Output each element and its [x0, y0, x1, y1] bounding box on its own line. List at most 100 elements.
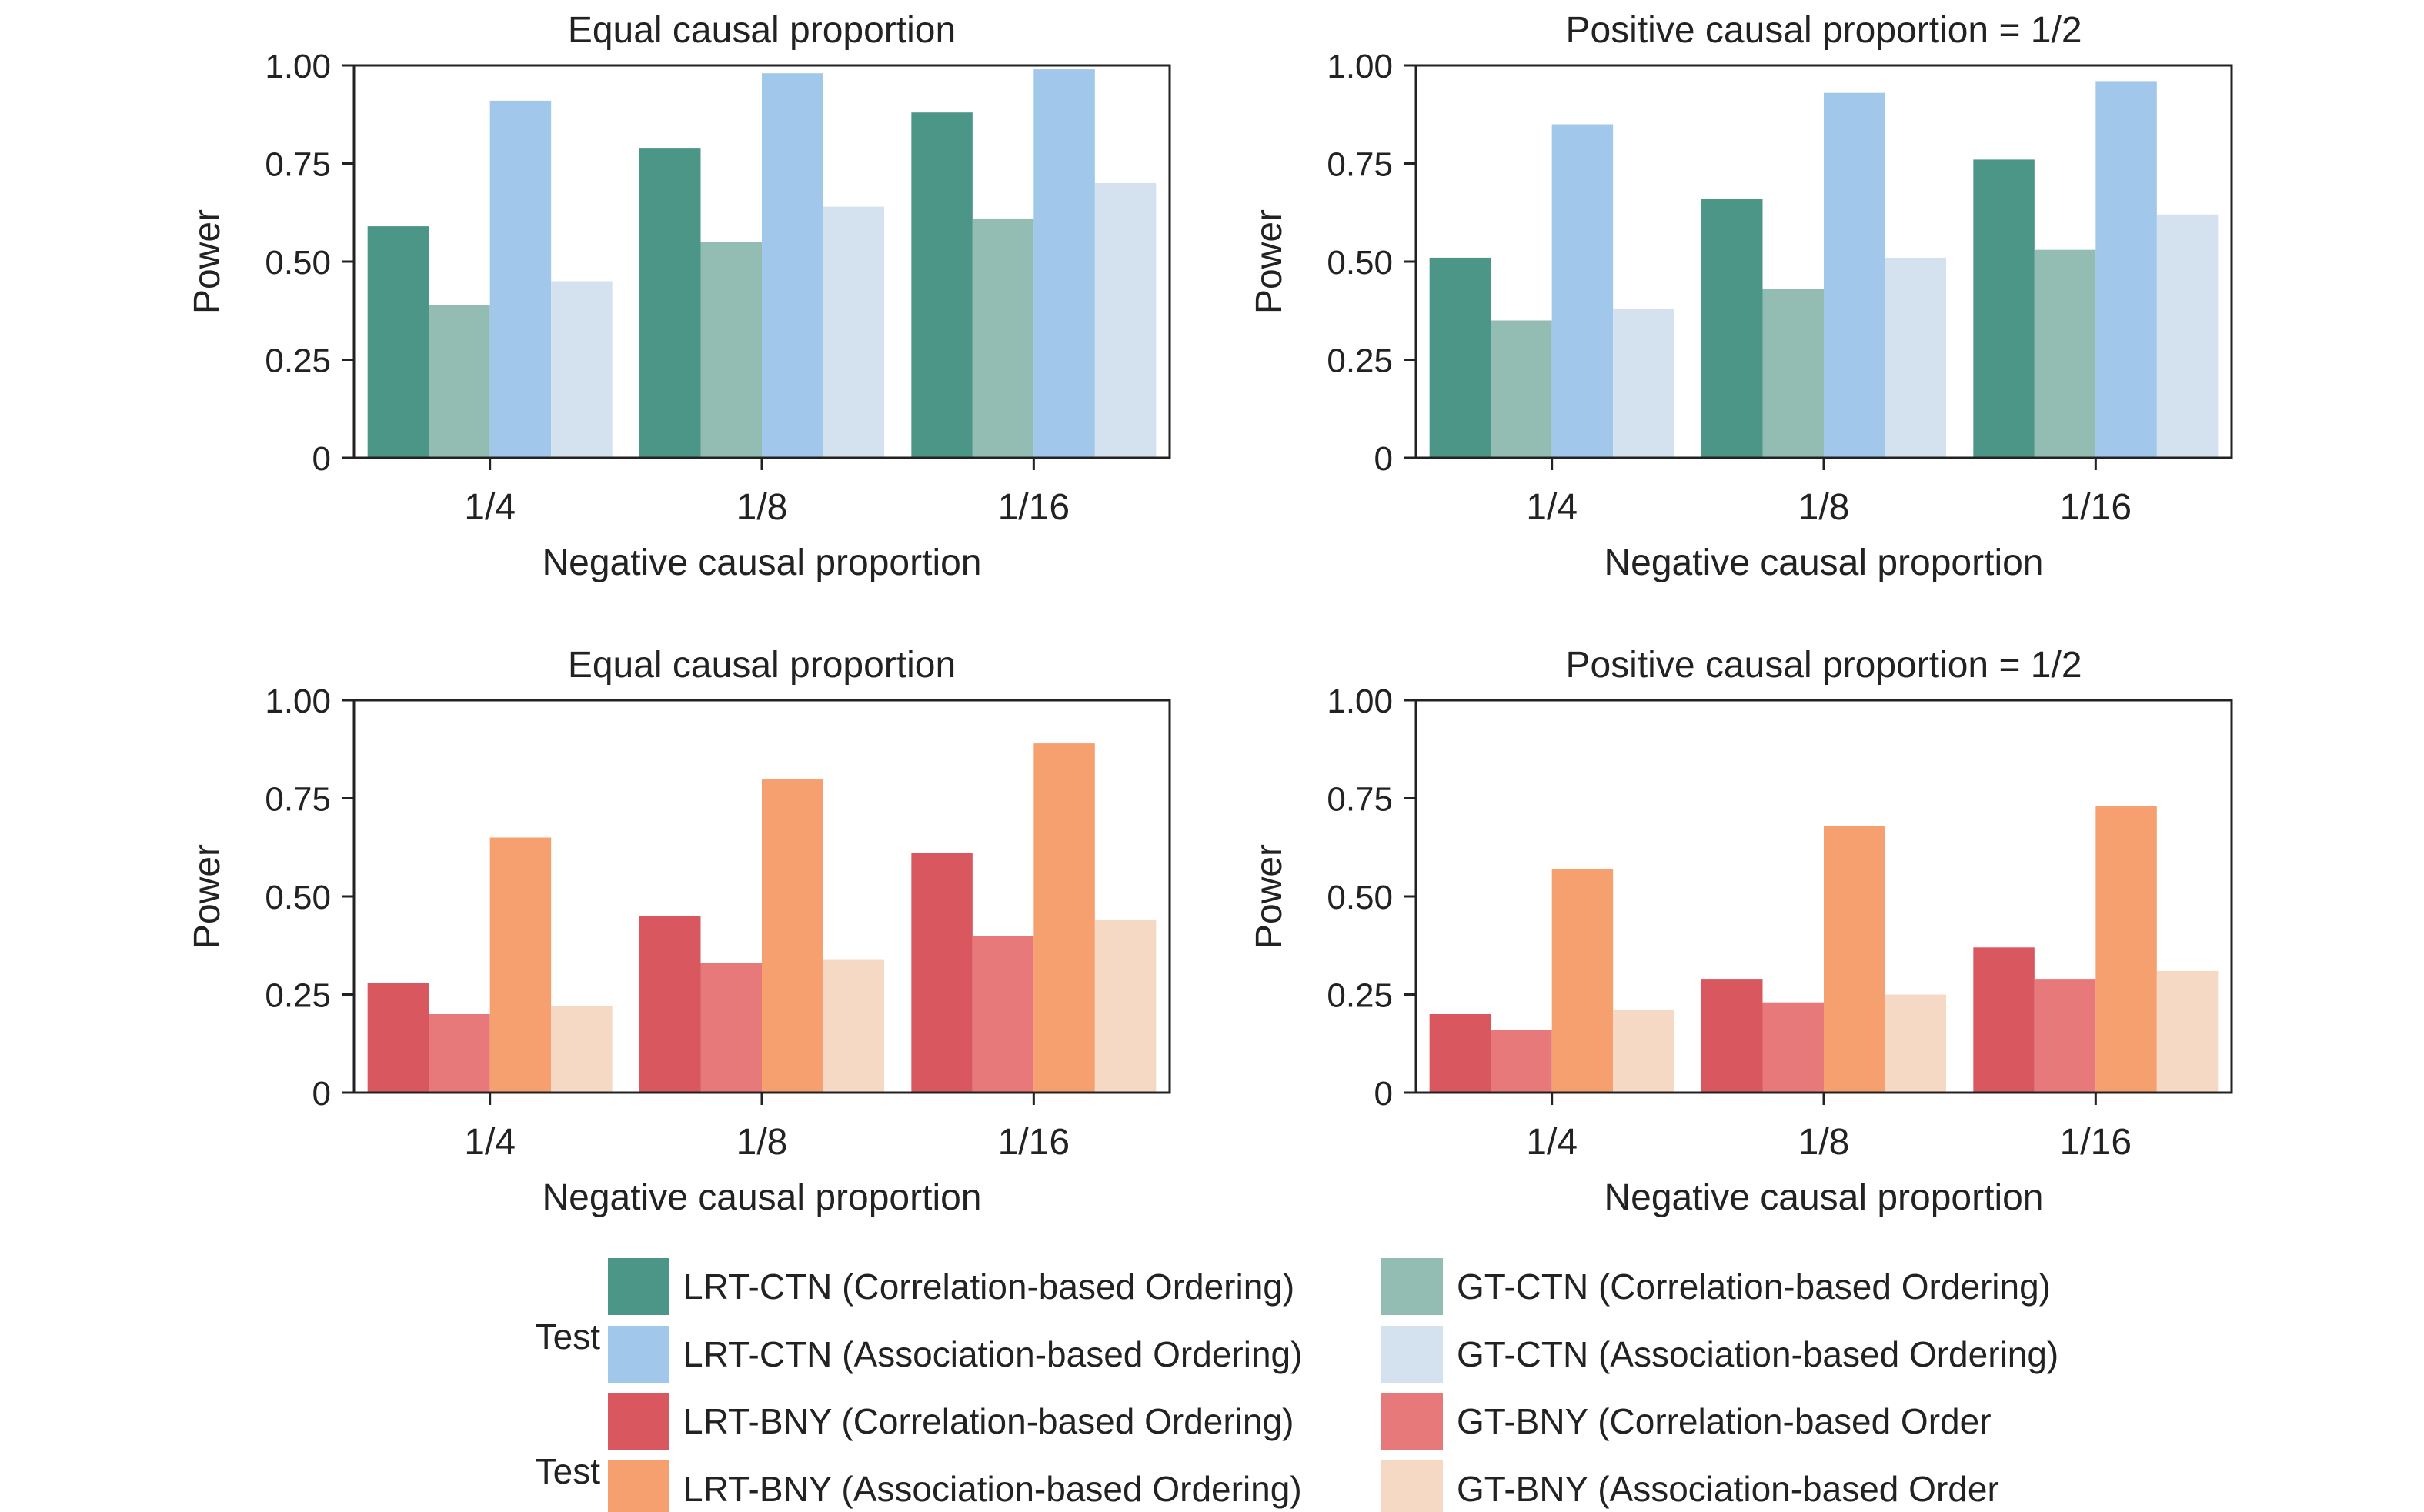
- bar-1-16-series-3: [2095, 806, 2157, 1093]
- bar-1-8-series-3: [762, 73, 823, 458]
- bar-1-16-series-3: [1033, 743, 1095, 1093]
- x-tick-label: 1/8: [736, 1122, 788, 1163]
- legend: Test LRT-CTN (Correlation-based Ordering)…: [536, 1258, 2058, 1512]
- bar-1-8-series-3: [1824, 826, 1885, 1093]
- legend-label: GT-BNY (Correlation-based Order: [1457, 1401, 1992, 1441]
- x-axis-label: Negative causal proportion: [1604, 1177, 2043, 1218]
- chart-title: Equal causal proportion: [568, 645, 956, 686]
- bar-1-16-series-4: [1094, 183, 1157, 458]
- legend-swatch: [608, 1326, 669, 1383]
- legend-swatch: [1381, 1460, 1443, 1512]
- bar-1-8-series-1: [1701, 199, 1763, 458]
- legend-swatch: [608, 1393, 669, 1450]
- y-tick-label: 0.50: [265, 244, 331, 282]
- bar-1-8-series-2: [700, 963, 762, 1093]
- bar-1-16-series-1: [1973, 159, 2035, 458]
- bar-1-4-series-1: [367, 226, 429, 458]
- legend-swatch: [608, 1460, 669, 1512]
- bar-1-16-series-4: [2156, 970, 2219, 1093]
- bar-1-16-series-4: [1094, 920, 1157, 1093]
- y-tick-label: 0.75: [1327, 781, 1393, 819]
- bar-1-16-series-3: [2095, 81, 2157, 459]
- x-tick-label: 1/16: [2060, 487, 2132, 528]
- bar-1-8-series-1: [1701, 979, 1763, 1093]
- y-tick-label: 0.75: [265, 781, 331, 819]
- y-axis-label: Power: [1249, 209, 1290, 314]
- bar-1-4-series-2: [429, 1014, 490, 1093]
- y-axis-label: Power: [187, 209, 228, 314]
- y-tick-label: 0.50: [1327, 244, 1393, 282]
- x-tick-label: 1/16: [998, 1122, 1070, 1163]
- bar-1-16-series-1: [1973, 947, 2035, 1093]
- x-tick-label: 1/16: [2060, 1122, 2132, 1163]
- chart-panel-1: Equal causal proportion 0 0.25 0.50 0.75 1.00…: [187, 10, 1171, 583]
- bar-1-4-series-4: [1613, 309, 1674, 458]
- bar-1-4-series-1: [367, 983, 429, 1093]
- bar-1-4-series-3: [1551, 124, 1614, 458]
- y-tick-label: 0: [312, 1075, 331, 1113]
- chart-title: Positive causal proportion = 1/2: [1565, 10, 2082, 51]
- chart-panel-2: Positive causal proportion = 1/2 0 0.25 0.5…: [1249, 10, 2233, 583]
- bar-1-4-series-2: [1491, 320, 1552, 458]
- y-tick-label: 1.00: [1327, 683, 1393, 720]
- bar-1-4-series-3: [489, 100, 552, 458]
- legend-label: LRT-CTN (Correlation-based Ordering): [683, 1267, 1294, 1307]
- y-tick-label: 1.00: [1327, 48, 1393, 85]
- chart-title: Positive causal proportion = 1/2: [1565, 645, 2082, 686]
- bar-1-8-series-2: [1762, 289, 1824, 458]
- legend-swatch: [1381, 1326, 1443, 1383]
- x-tick-label: 1/4: [1526, 1122, 1578, 1163]
- bar-1-4-series-4: [551, 1006, 613, 1093]
- bar-1-16-series-1: [911, 112, 973, 458]
- legend-label: GT-CTN (Correlation-based Ordering): [1457, 1267, 2051, 1307]
- bar-1-16-series-2: [972, 218, 1034, 458]
- y-axis-label: Power: [1249, 844, 1290, 949]
- y-tick-label: 0.50: [265, 879, 331, 916]
- bar-1-4-series-4: [1613, 1010, 1674, 1093]
- legend-swatch: [608, 1258, 669, 1315]
- bar-1-4-series-3: [489, 837, 552, 1093]
- y-tick-label: 1.00: [265, 683, 331, 720]
- bar-1-8-series-4: [823, 959, 884, 1093]
- x-tick-label: 1/8: [1798, 1122, 1850, 1163]
- legend-label: GT-CTN (Association-based Ordering): [1457, 1334, 2058, 1374]
- bar-1-4-series-1: [1429, 1014, 1491, 1093]
- y-tick-label: 0.25: [265, 977, 331, 1015]
- bar-1-4-series-4: [551, 281, 613, 458]
- y-axis-label: Power: [187, 844, 228, 949]
- bar-1-16-series-2: [2034, 249, 2096, 458]
- bar-1-8-series-2: [700, 242, 762, 458]
- y-tick-label: 0.75: [265, 146, 331, 184]
- bar-1-8-series-3: [762, 779, 823, 1093]
- bar-1-4-series-2: [1491, 1030, 1552, 1093]
- y-tick-label: 0.25: [1327, 342, 1393, 380]
- y-tick-label: 0: [1374, 440, 1393, 478]
- legend-label: LRT-CTN (Association-based Ordering): [683, 1334, 1302, 1374]
- bar-1-4-series-2: [429, 305, 490, 458]
- x-tick-label: 1/8: [1798, 487, 1850, 528]
- legend-swatch: [1381, 1393, 1443, 1450]
- x-tick-label: 1/4: [1526, 487, 1578, 528]
- chart-title: Equal causal proportion: [568, 10, 956, 51]
- x-tick-label: 1/4: [464, 1122, 516, 1163]
- bar-1-16-series-2: [972, 936, 1034, 1093]
- bar-1-8-series-3: [1824, 92, 1885, 458]
- bar-1-8-series-2: [1762, 1002, 1824, 1093]
- y-tick-label: 0: [1374, 1075, 1393, 1113]
- bar-1-16-series-3: [1033, 69, 1095, 458]
- bar-1-8-series-4: [823, 206, 884, 458]
- y-tick-label: 0.75: [1327, 146, 1393, 184]
- bar-1-8-series-1: [639, 148, 701, 458]
- bar-1-8-series-4: [1885, 257, 1946, 458]
- x-tick-label: 1/8: [736, 487, 788, 528]
- y-tick-label: 0.25: [265, 342, 331, 380]
- legend-swatch: [1381, 1258, 1443, 1315]
- y-tick-label: 1.00: [265, 48, 331, 85]
- bar-1-4-series-3: [1551, 869, 1614, 1093]
- bar-1-4-series-1: [1429, 257, 1491, 458]
- legend-label: GT-BNY (Association-based Order: [1457, 1469, 1999, 1509]
- legend-group-title: Test: [536, 1317, 601, 1357]
- y-tick-label: 0: [312, 440, 331, 478]
- legend-label: LRT-BNY (Correlation-based Ordering): [683, 1401, 1294, 1441]
